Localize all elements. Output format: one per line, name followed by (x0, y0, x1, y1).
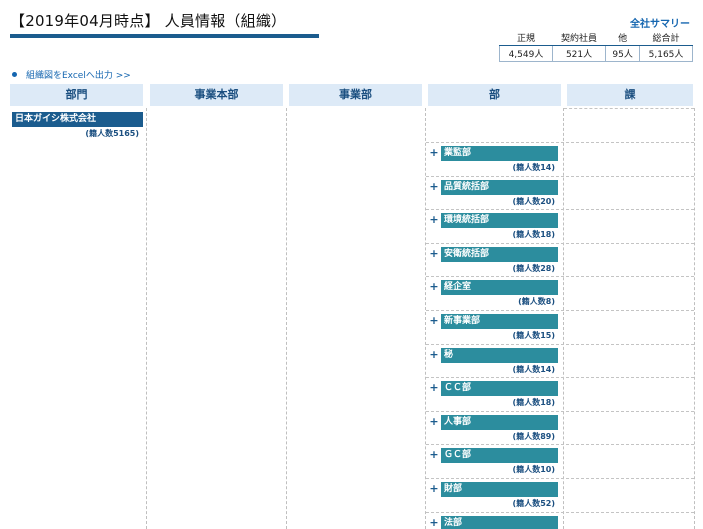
department-headcount: (籍人数52) (512, 499, 555, 508)
column-header-business-hq: 事業本部 (150, 84, 283, 106)
summary-value-regular: 4,549人 (499, 45, 553, 62)
department-item[interactable]: 品質統括部 (441, 179, 558, 195)
summary-value-other: 95人 (605, 45, 641, 62)
row-divider (426, 209, 694, 211)
row-divider (426, 175, 694, 177)
summary-header-other: 他 (605, 30, 640, 46)
department-item[interactable]: 財部 (441, 482, 558, 497)
expand-plus-icon[interactable]: + (429, 246, 439, 260)
column-header-division: 部門 (10, 84, 143, 106)
expand-plus-icon[interactable]: + (429, 179, 439, 193)
export-excel-link[interactable]: 組織図をExcelへ出力 >> (12, 68, 131, 81)
summary-value-row: 4,549人 521人 95人 5,165人 (499, 45, 693, 62)
expand-plus-icon[interactable]: + (429, 482, 439, 495)
column-header-department: 部 (428, 84, 561, 106)
department-item[interactable]: 安衛統括部 (441, 246, 558, 262)
summary-value-total: 5,165人 (639, 45, 693, 62)
summary-value-contract: 521人 (551, 45, 607, 62)
summary-table: 正規 契約社員 他 総合計 4,549人 521人 95人 5,165人 (499, 30, 693, 62)
expand-plus-icon[interactable]: + (429, 146, 439, 159)
expand-plus-icon[interactable]: + (429, 448, 439, 462)
column-header-business-division: 事業部 (289, 84, 422, 106)
expand-plus-icon[interactable]: + (429, 280, 439, 294)
department-item[interactable]: ＣＣ部 (441, 381, 558, 397)
expand-plus-icon[interactable]: + (429, 414, 439, 428)
expand-plus-icon[interactable]: + (429, 347, 439, 361)
row-divider (426, 276, 694, 278)
org-root-company[interactable]: 日本ガイシ株式会社 (12, 112, 143, 127)
department-item[interactable]: ＧＣ部 (441, 448, 558, 464)
summary-header-total: 総合計 (639, 30, 693, 46)
department-item[interactable]: 人事部 (441, 414, 558, 430)
grid-divider (563, 108, 564, 529)
expand-plus-icon[interactable]: + (429, 213, 439, 227)
summary-header-contract: 契約社員 (552, 30, 606, 46)
department-item[interactable]: 秘 (441, 347, 558, 363)
grid-divider (425, 108, 426, 529)
grid-divider (146, 108, 147, 529)
export-excel-label: 組織図をExcelへ出力 >> (26, 71, 131, 81)
summary-header-row: 正規 契約社員 他 総合計 (499, 30, 693, 46)
bullet-icon (12, 72, 17, 77)
expand-plus-icon[interactable]: + (429, 515, 439, 529)
row-divider (426, 310, 694, 311)
department-headcount: (籍人数15) (512, 331, 555, 340)
department-headcount: (籍人数10) (512, 465, 555, 475)
department-item[interactable]: 業監部 (441, 146, 558, 161)
department-headcount: (籍人数18) (512, 398, 555, 408)
row-divider (426, 511, 694, 513)
row-divider (426, 142, 694, 143)
department-headcount: (籍人数18) (512, 230, 555, 240)
grid-divider (694, 108, 695, 529)
department-headcount: (籍人数28) (512, 263, 555, 273)
row-divider (426, 242, 694, 244)
department-headcount: (籍人数14) (512, 163, 555, 172)
department-headcount: (籍人数14) (512, 364, 555, 374)
summary-header-regular: 正規 (499, 30, 553, 46)
row-divider (564, 108, 694, 109)
department-headcount: (籍人数8) (518, 297, 555, 307)
row-divider (426, 377, 694, 379)
department-item[interactable]: 法部 (441, 515, 558, 529)
department-item[interactable]: 環境統括部 (441, 213, 558, 229)
row-divider (426, 478, 694, 479)
expand-plus-icon[interactable]: + (429, 381, 439, 395)
department-item[interactable]: 経企室 (441, 280, 558, 296)
department-headcount: (籍人数20) (512, 196, 555, 206)
grid-divider (286, 108, 287, 529)
department-item[interactable]: 新事業部 (441, 314, 558, 329)
row-divider (426, 444, 694, 446)
column-header-section: 課 (567, 84, 693, 106)
expand-plus-icon[interactable]: + (429, 314, 439, 327)
row-divider (426, 343, 694, 345)
title-underline (10, 34, 319, 38)
row-divider (426, 410, 694, 412)
department-headcount: (籍人数89) (512, 431, 555, 441)
summary-title: 全社サマリー (630, 19, 690, 30)
page-title: 【2019年04月時点】 人員情報（組織） (10, 12, 287, 30)
org-root-headcount: (籍人数5165) (85, 129, 139, 138)
